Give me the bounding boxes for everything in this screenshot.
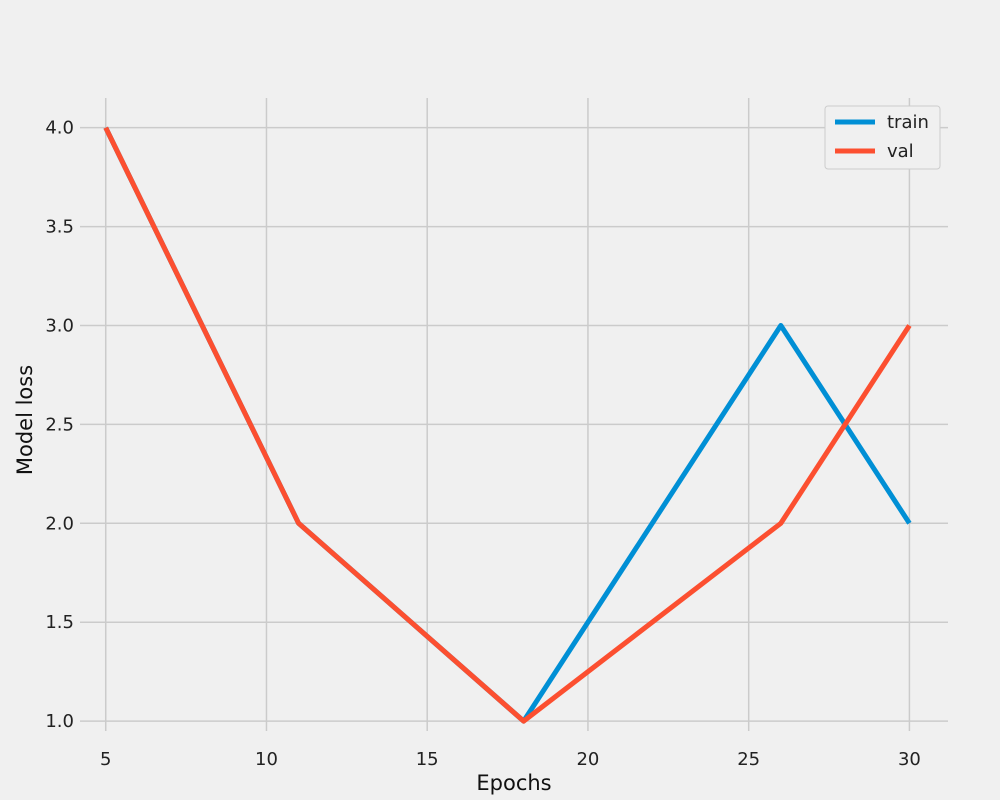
legend-label-train: train: [887, 112, 929, 133]
y-axis-ticks: 1.0 1.5 2.0 2.5 3.0 3.5 4.0: [45, 118, 74, 732]
y-tick-label: 3.0: [45, 315, 74, 336]
y-axis-title: Model loss: [13, 365, 37, 475]
grid: [80, 98, 948, 731]
series-group: [103, 126, 912, 724]
y-tick-label: 2.0: [45, 513, 74, 534]
x-tick-label: 25: [737, 749, 760, 770]
x-tick-label: 10: [255, 749, 278, 770]
y-tick-label: 4.0: [45, 118, 74, 139]
x-tick-label: 20: [576, 749, 599, 770]
x-tick-label: 15: [416, 749, 439, 770]
x-axis-ticks: 5 10 15 20 25 30: [100, 749, 921, 770]
y-tick-label: 3.5: [45, 217, 74, 238]
y-tick-label: 1.0: [45, 711, 74, 732]
legend: train val: [824, 105, 941, 170]
x-tick-label: 5: [100, 749, 111, 770]
y-tick-label: 1.5: [45, 612, 74, 633]
x-axis-title: Epochs: [476, 771, 551, 795]
legend-label-val: val: [887, 141, 914, 162]
y-tick-label: 2.5: [45, 414, 74, 435]
series-line-val: [103, 126, 912, 724]
x-tick-label: 30: [898, 749, 921, 770]
